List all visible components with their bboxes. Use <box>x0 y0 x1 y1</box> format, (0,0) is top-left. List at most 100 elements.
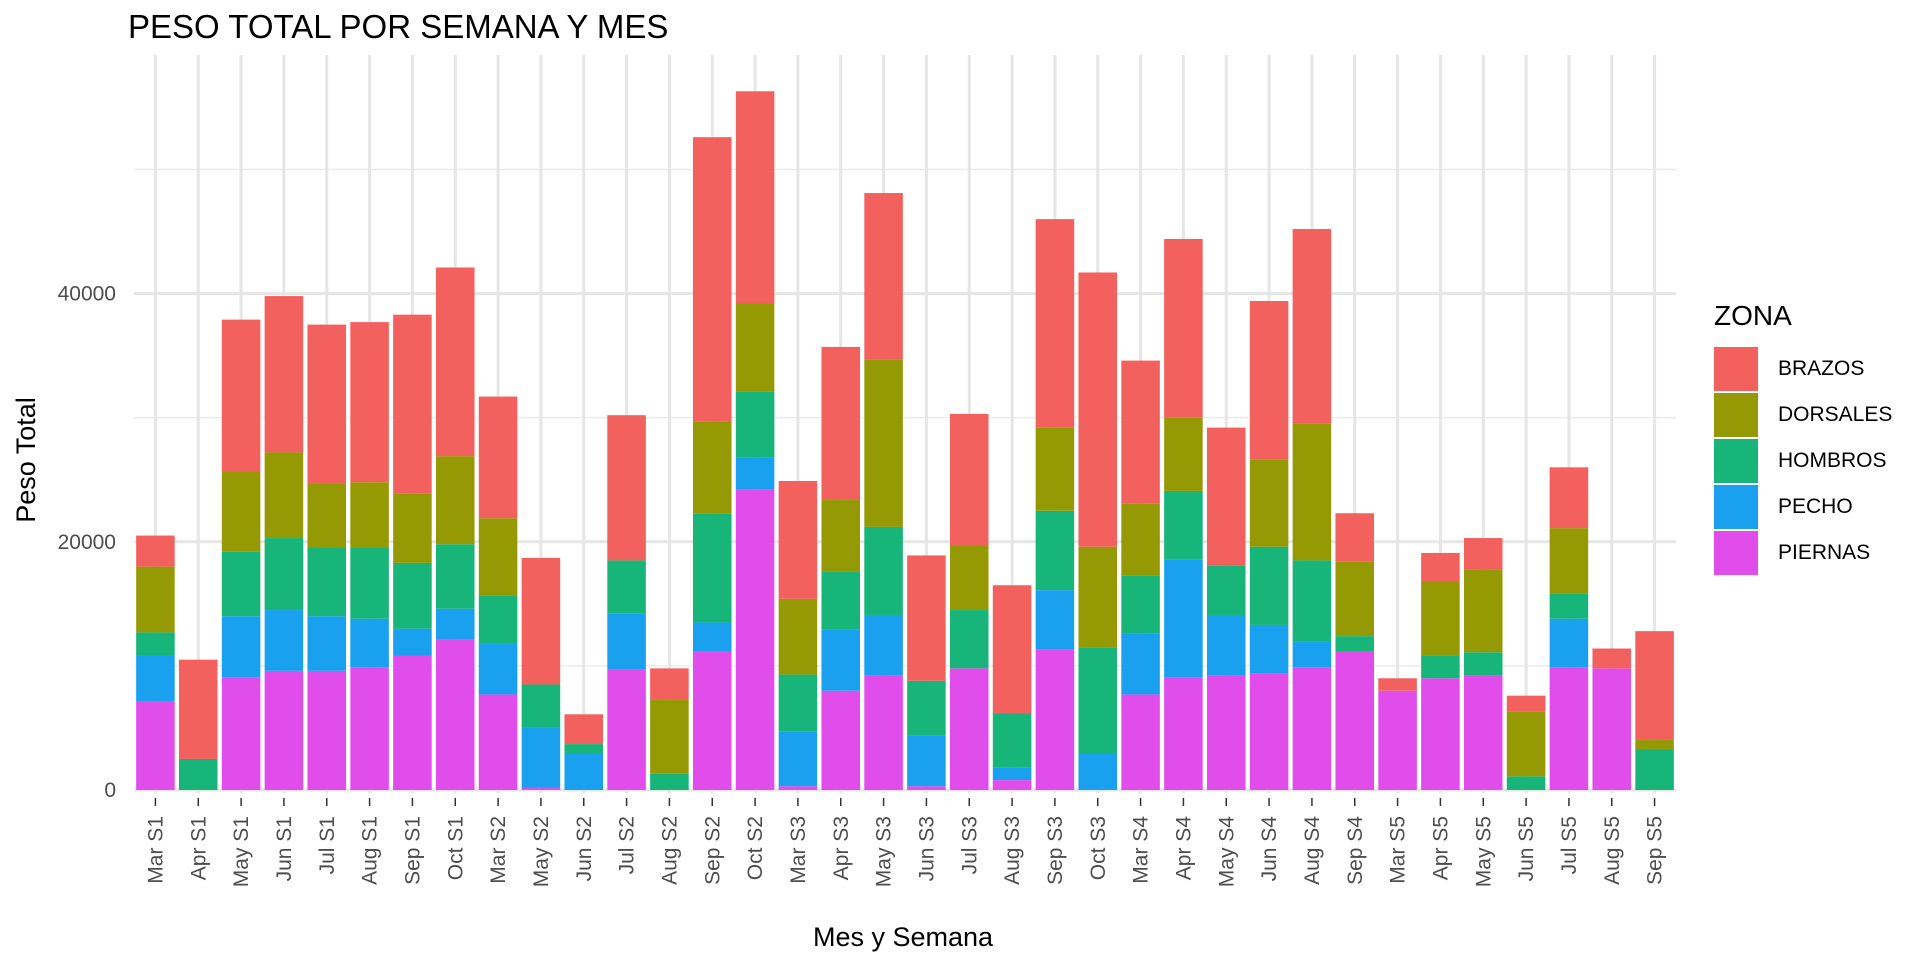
bar-segment-pecho <box>564 754 604 790</box>
bar-segment-brazos <box>1164 238 1203 418</box>
x-tick-label: Sep S1 <box>401 816 424 885</box>
bar-segment-dorsales <box>478 518 518 596</box>
bar-segment-pecho <box>821 629 861 691</box>
bar-segment-pecho <box>221 616 261 678</box>
bar-segment-hombros <box>821 571 861 630</box>
bar-segment-dorsales <box>221 471 261 552</box>
bar-segment-pecho <box>864 615 903 676</box>
x-tick-label: Apr S4 <box>1172 816 1195 881</box>
legend-item-pecho: PECHO <box>1714 484 1914 530</box>
bar-segment-brazos <box>478 396 518 519</box>
y-tick-labels: 0 20000 40000 <box>58 283 116 802</box>
bar-segment-brazos <box>1206 427 1246 566</box>
bar-segment-brazos <box>1292 229 1332 424</box>
x-tick-label: May S2 <box>530 816 553 887</box>
bar-segment-hombros <box>393 562 432 629</box>
bar-segment-hombros <box>864 526 903 616</box>
bar-segment-hombros <box>907 680 946 736</box>
bar-segment-dorsales <box>778 598 818 675</box>
bar-segment-hombros <box>178 758 218 790</box>
bar-segment-dorsales <box>1121 503 1160 576</box>
bar-segment-dorsales <box>1506 711 1546 777</box>
bar-segment-pecho <box>1249 624 1289 674</box>
bar-segment-brazos <box>136 535 175 567</box>
bar-segment-hombros <box>1121 575 1160 634</box>
bar-segment-dorsales <box>821 499 861 572</box>
bar-segment-piernas <box>1335 651 1375 790</box>
x-tick-label: Jul S1 <box>316 816 339 874</box>
bar-segment-hombros <box>1335 636 1375 651</box>
bar-segment-piernas <box>735 489 775 790</box>
bar-segment-piernas <box>692 651 732 790</box>
bar-segment-brazos <box>221 319 261 472</box>
x-tick-label: Jun S3 <box>915 816 938 881</box>
legend-swatch <box>1714 531 1758 575</box>
x-tick-label: Sep S2 <box>701 816 724 885</box>
bar-segment-hombros <box>264 538 304 611</box>
bar-segment-pecho <box>1121 633 1160 695</box>
bar-segment-dorsales <box>350 482 389 548</box>
x-tick-label: May S1 <box>230 816 253 887</box>
bar-segment-dorsales <box>1549 528 1589 594</box>
bar-segment-piernas <box>1463 675 1503 790</box>
bar-segment-hombros <box>521 684 561 728</box>
x-tick-label: Oct S2 <box>744 816 767 880</box>
bar-segment-hombros <box>1635 749 1674 790</box>
bar-segment-brazos <box>178 659 218 759</box>
bar-segment-brazos <box>1549 467 1589 529</box>
bar-segment-piernas <box>821 690 861 790</box>
bar-segment-pecho <box>778 731 818 787</box>
bar-segment-dorsales <box>1035 427 1075 511</box>
legend-item-hombros: HOMBROS <box>1714 438 1914 484</box>
bar-segment-hombros <box>1421 655 1460 679</box>
bar-segment-hombros <box>1506 776 1546 790</box>
bar-segment-dorsales <box>692 421 732 514</box>
bar-segment-piernas <box>1549 667 1589 790</box>
bar-segment-brazos <box>864 193 903 360</box>
bar-segment-dorsales <box>264 452 304 539</box>
x-tick-label: Aug S5 <box>1601 816 1624 885</box>
bar-segment-pecho <box>1292 641 1332 668</box>
x-tick-label: Jun S4 <box>1258 816 1281 882</box>
bar-segment-pecho <box>350 618 389 668</box>
legend-item-piernas: PIERNAS <box>1714 530 1914 576</box>
y-tick-label: 20000 <box>58 531 116 554</box>
x-tick-label: Sep S3 <box>1044 816 1067 885</box>
bar-segment-dorsales <box>1078 546 1118 648</box>
bar-segment-hombros <box>1463 652 1503 676</box>
x-tick-label: Jun S5 <box>1515 816 1538 881</box>
legend-swatch <box>1714 439 1758 483</box>
bar-segment-hombros <box>136 632 175 656</box>
legend-item-brazos: BRAZOS <box>1714 346 1914 392</box>
bar-segment-pecho <box>1078 754 1118 790</box>
bar-segment-piernas <box>264 670 304 790</box>
bar-segment-brazos <box>949 413 989 546</box>
bar-segment-piernas <box>521 787 561 790</box>
bar-segment-dorsales <box>435 456 475 545</box>
x-tick-label: Sep S4 <box>1344 816 1367 885</box>
bar-segment-pecho <box>393 628 432 656</box>
bar-segment-dorsales <box>1463 569 1503 653</box>
bar-segment-pecho <box>692 622 732 651</box>
bar-segment-brazos <box>907 555 946 681</box>
bar-segment-piernas <box>778 786 818 790</box>
bar-segment-piernas <box>435 639 475 790</box>
bar-segment-brazos <box>564 714 604 745</box>
x-tick-labels: Mar S1 Apr S1 May S1 Jun S1 Jul S1 Aug S1 Sep … <box>144 798 1667 887</box>
bar-segment-brazos <box>307 324 347 484</box>
bar-segment-dorsales <box>735 303 775 392</box>
bar-segment-piernas <box>478 694 518 790</box>
bar-segment-piernas <box>949 668 989 790</box>
bar-segment-brazos <box>650 668 689 700</box>
bar-segment-hombros <box>949 610 989 669</box>
bar-segment-piernas <box>393 655 432 790</box>
bar-segment-pecho <box>521 727 561 788</box>
bar-segment-brazos <box>1592 648 1632 669</box>
x-tick-label: Aug S2 <box>658 816 681 885</box>
bar-segment-pecho <box>607 613 646 670</box>
bar-segment-hombros <box>607 560 646 614</box>
bar-segment-pecho <box>264 610 304 671</box>
bar-segment-brazos <box>1378 678 1417 691</box>
bar-segment-pecho <box>307 616 347 671</box>
